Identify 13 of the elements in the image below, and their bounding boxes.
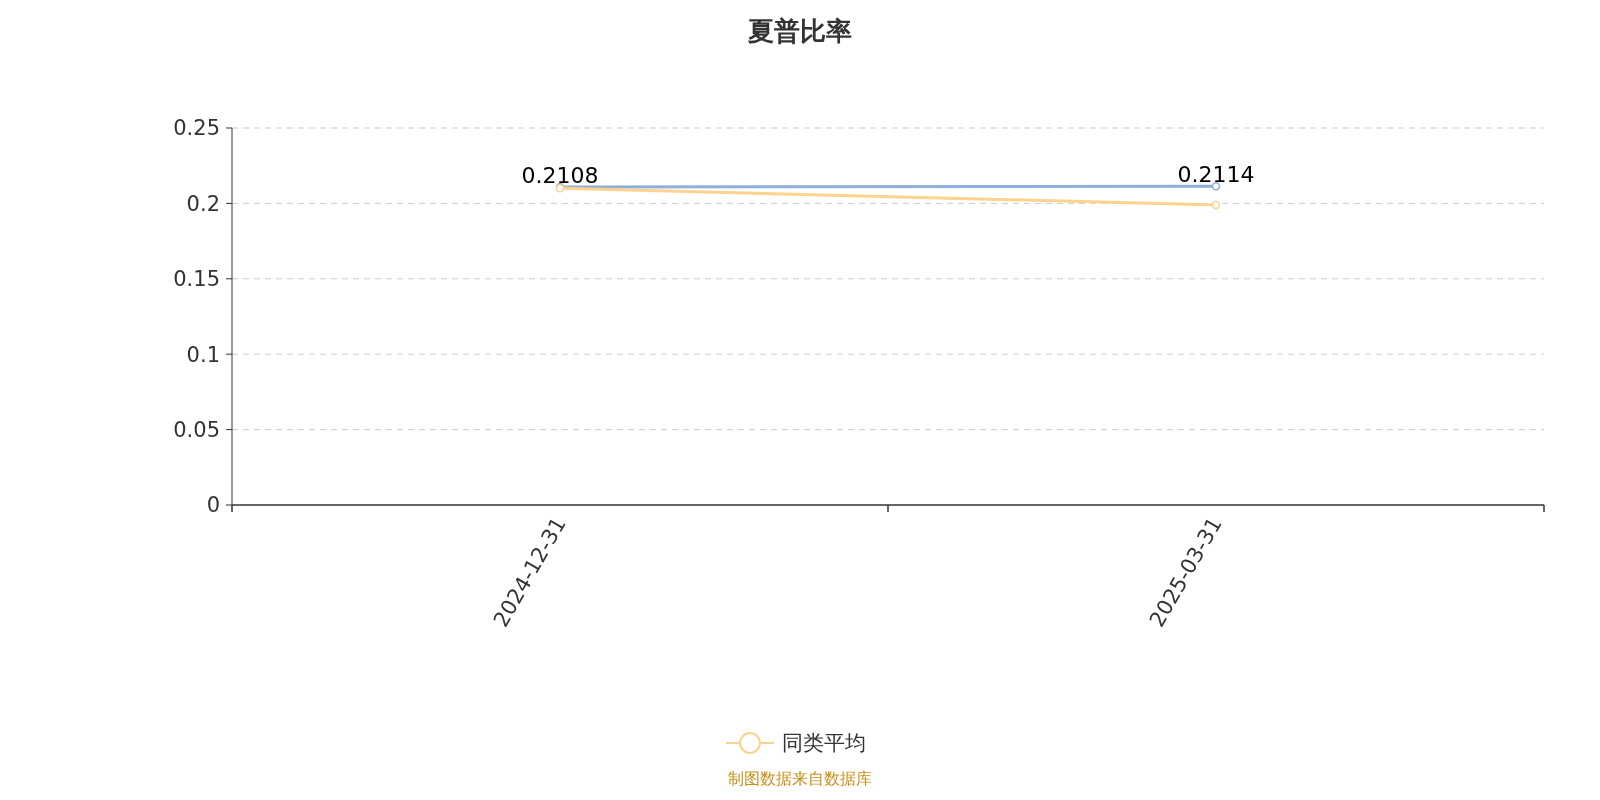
legend-label: 同类平均	[782, 731, 866, 756]
y-tick-label: 0.1	[186, 342, 220, 367]
text: 制图数据来自数据库	[728, 769, 872, 788]
data-label: 0.2114	[1177, 162, 1255, 188]
y-tick-label: 0.05	[173, 417, 220, 442]
chart-title: 夏普比率	[747, 16, 852, 46]
y-tick-label: 0	[206, 493, 220, 518]
y-tick-label: 0.15	[173, 267, 220, 292]
y-tick-label: 0.2	[186, 191, 220, 216]
point	[1211, 181, 1221, 191]
point	[1211, 200, 1221, 210]
data-label: 0.2108	[521, 163, 599, 189]
y-tick-label: 0.25	[173, 116, 220, 141]
